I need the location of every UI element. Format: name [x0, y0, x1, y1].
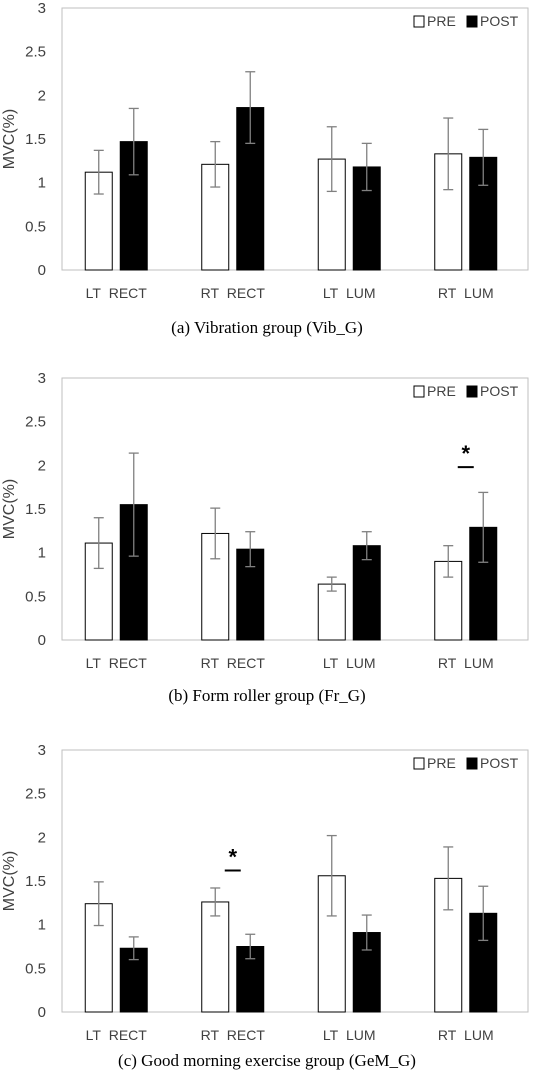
x-tick-label: LT_LUM: [323, 1027, 376, 1042]
plot-frame: [61, 377, 529, 641]
y-tick-label: 3: [38, 742, 46, 759]
legend-swatch-pre: [413, 15, 425, 28]
y-tick-label: 2: [38, 87, 46, 104]
y-tick-label: 1: [38, 917, 46, 934]
y-tick-label: 2.5: [25, 44, 46, 61]
x-tick-label: RT_RECT: [201, 285, 266, 300]
bar-pre: [201, 163, 230, 271]
y-tick-label: 2: [38, 457, 46, 474]
chart-c: 0 0.5 1 1.5 2 2.5 3 MVC(%) LT_RECT RT_RECT LT_LUM R…: [1, 742, 529, 1042]
chart-panel-b: 0 0.5 1 1.5 2 2.5 3 MVC(%) LT_RECT RT_RECT LT_LUM R…: [0, 370, 534, 715]
y-tick-label: 0: [38, 1004, 46, 1021]
y-tick-label: 1.5: [25, 131, 46, 148]
caption-a: (a) Vibration group (Vib_G): [171, 318, 363, 337]
y-tick-label: 0: [38, 262, 46, 279]
x-tick-label: LT_LUM: [323, 655, 376, 670]
y-axis-label: MVC(%): [1, 851, 18, 911]
x-tick-label: RT_LUM: [438, 1027, 494, 1042]
chart-panel-c: 0 0.5 1 1.5 2 2.5 3 MVC(%) LT_RECT RT_RECT LT_LUM R…: [0, 742, 534, 1084]
bar-pre: [201, 901, 230, 1013]
legend-label-pre: PRE: [427, 755, 456, 771]
legend-label-post: POST: [480, 383, 519, 399]
x-tick-label: RT_RECT: [201, 1027, 266, 1042]
significance-mark: *: [461, 441, 470, 466]
y-tick-label: 2.5: [25, 414, 46, 431]
y-tick-label: 1: [38, 175, 46, 192]
chart-a: 0 0.5 1 1.5 2 2.5 3 MVC(%) LT_RECT RT_RECT LT_LUM R…: [1, 0, 529, 300]
legend-label-post: POST: [480, 13, 519, 29]
significance-mark: *: [228, 845, 237, 870]
bar-post: [469, 912, 498, 1013]
legend-swatch-pre: [413, 385, 425, 398]
x-tick-label: LT_RECT: [86, 655, 148, 670]
plot-frame: [61, 7, 529, 271]
y-tick-label: 0: [38, 632, 46, 649]
y-tick-label: 1.5: [25, 501, 46, 518]
legend-label-pre: PRE: [427, 383, 456, 399]
legend-label-post: POST: [480, 755, 519, 771]
caption-c: (c) Good morning exercise group (GeM_G): [118, 1051, 416, 1070]
caption-b: (b) Form roller group (Fr_G): [168, 686, 366, 705]
y-tick-label: 3: [38, 0, 46, 17]
x-tick-label: RT_RECT: [201, 655, 266, 670]
x-tick-label: LT_RECT: [86, 285, 148, 300]
y-tick-label: 3: [38, 370, 46, 387]
x-tick-label: RT_LUM: [438, 285, 494, 300]
bar-pre: [317, 583, 346, 641]
x-tick-label: RT_LUM: [438, 655, 494, 670]
legend-label-pre: PRE: [427, 13, 456, 29]
chart-panel-a: 0 0.5 1 1.5 2 2.5 3 MVC(%) LT_RECT RT_RECT LT_LUM R…: [0, 0, 534, 360]
y-axis-label: MVC(%): [1, 479, 18, 539]
bar-post: [352, 545, 381, 641]
legend-swatch-post: [466, 385, 478, 398]
y-tick-label: 0.5: [25, 218, 46, 235]
legend-swatch-post: [466, 15, 478, 28]
y-tick-label: 2: [38, 829, 46, 846]
y-axis-label: MVC(%): [1, 109, 18, 169]
x-tick-label: LT_LUM: [323, 285, 376, 300]
x-tick-label: LT_RECT: [86, 1027, 148, 1042]
y-tick-label: 0.5: [25, 588, 46, 605]
y-tick-label: 2.5: [25, 786, 46, 803]
legend-swatch-post: [466, 757, 478, 770]
y-tick-label: 0.5: [25, 960, 46, 977]
y-tick-label: 1: [38, 545, 46, 562]
y-tick-label: 1.5: [25, 873, 46, 890]
chart-b: 0 0.5 1 1.5 2 2.5 3 MVC(%) LT_RECT RT_RECT LT_LUM R…: [1, 370, 529, 670]
plot-frame: [61, 749, 529, 1013]
legend-swatch-pre: [413, 757, 425, 770]
